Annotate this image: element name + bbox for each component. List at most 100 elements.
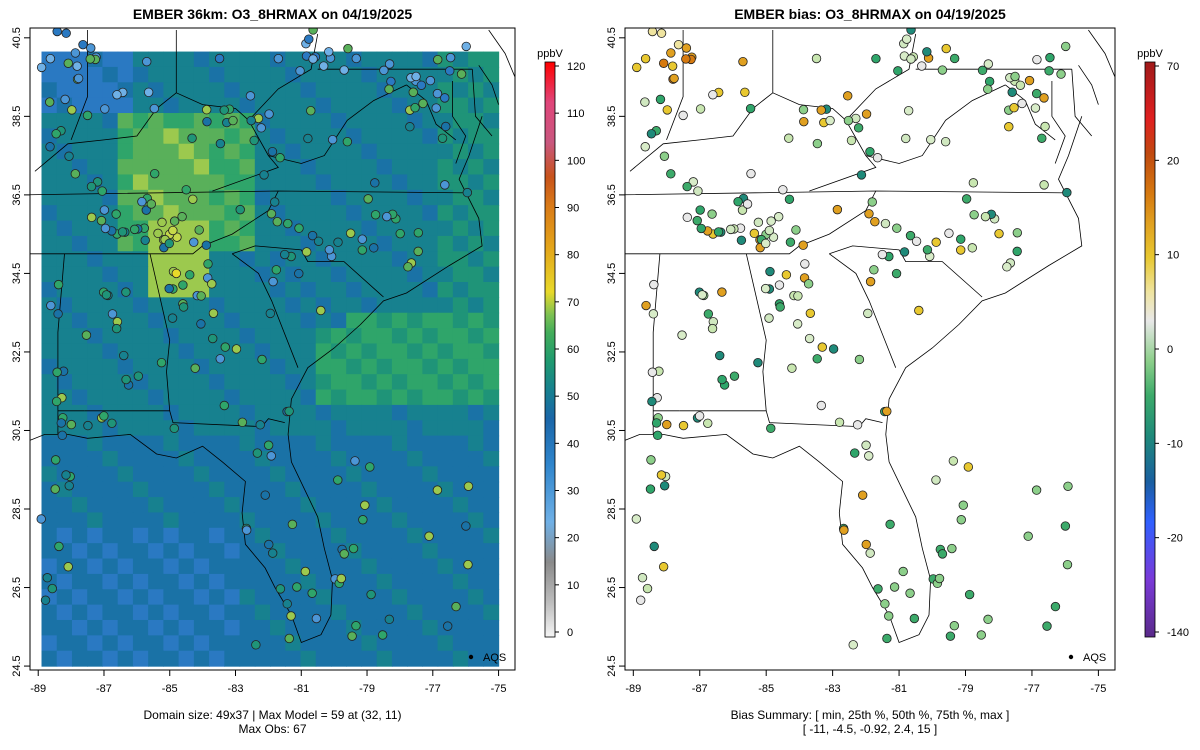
observation-marker: [432, 88, 443, 99]
bias-marker: [775, 302, 785, 312]
left-y-axis: 24.5 26.5 28.5 30.5 32.5 34.5 36.5 38.5 40.5: [11, 27, 30, 677]
observation-marker: [265, 308, 276, 319]
bias-marker: [905, 230, 916, 241]
bias-marker: [947, 543, 957, 554]
colorbar-tick-label: 0: [1167, 344, 1173, 356]
bias-marker: [891, 268, 902, 279]
bias-marker: [1010, 71, 1020, 82]
y-tick-label: 32.5: [606, 341, 618, 362]
bias-marker: [882, 406, 892, 416]
observation-marker: [246, 115, 256, 126]
bias-marker: [805, 308, 816, 318]
bias-marker: [1015, 80, 1026, 90]
bias-marker: [1060, 521, 1071, 531]
colorbar-tick-label: -20: [1167, 533, 1183, 545]
observation-marker: [50, 455, 61, 465]
observation-marker: [85, 54, 95, 64]
observation-marker: [263, 440, 274, 450]
y-tick-label: 30.5: [11, 420, 23, 441]
observation-marker: [275, 584, 286, 594]
bias-marker: [1062, 559, 1073, 570]
bias-marker: [1044, 66, 1054, 76]
bias-marker: [717, 287, 727, 297]
observation-marker: [425, 75, 436, 86]
observation-marker: [416, 80, 427, 90]
bias-marker: [646, 129, 657, 139]
bias-marker: [632, 62, 642, 73]
observation-marker: [273, 53, 284, 64]
y-tick-label: 36.5: [606, 184, 618, 205]
right-colorbar: ppbV -140 -20 -10 0 10 20 70: [1137, 48, 1189, 639]
bias-marker: [906, 54, 916, 64]
bias-marker: [948, 456, 959, 466]
observation-marker: [463, 481, 474, 491]
bias-marker: [1039, 93, 1049, 103]
observation-marker: [245, 91, 256, 101]
bias-marker: [647, 367, 658, 377]
right-y-axis: 24.5 26.5 28.5 30.5 32.5 34.5 36.5 38.5 40.5: [606, 27, 625, 677]
bias-marker: [1056, 69, 1066, 79]
right-panel-title: EMBER bias: O3_8HRMAX on 04/19/2025: [734, 6, 1006, 22]
observation-marker: [268, 276, 278, 287]
observation-marker: [463, 559, 473, 570]
bias-marker: [715, 350, 725, 361]
observation-marker: [99, 411, 109, 421]
observation-marker: [292, 582, 302, 592]
observation-marker: [121, 287, 131, 297]
bias-marker: [787, 363, 797, 373]
bias-marker: [682, 181, 692, 192]
bias-marker: [682, 212, 693, 223]
right-map-panel: -89 -87 -85 -83 -81 -79 -77 -75 24.5 26.5 28.5 30.…: [606, 27, 1116, 695]
bias-marker: [781, 270, 792, 280]
bias-marker: [749, 228, 760, 239]
x-tick-label: -75: [491, 683, 507, 695]
y-tick-label: 26.5: [606, 577, 618, 598]
observation-marker: [219, 400, 230, 411]
observation-marker: [347, 631, 357, 641]
bias-marker: [889, 582, 900, 592]
bias-marker: [1023, 531, 1033, 541]
observation-marker: [72, 61, 82, 71]
observation-marker: [336, 573, 347, 584]
bias-marker: [631, 514, 642, 524]
observation-marker: [241, 525, 252, 535]
bias-marker: [958, 500, 969, 510]
observation-marker: [327, 134, 338, 145]
bias-marker: [857, 490, 868, 500]
bias-marker: [678, 110, 688, 121]
aqs-legend-dot-left: [468, 654, 474, 660]
observation-marker: [50, 484, 60, 494]
observation-marker: [168, 225, 178, 236]
observation-marker: [440, 180, 450, 190]
bias-marker: [872, 153, 883, 163]
observation-marker: [107, 418, 117, 428]
bias-marker: [678, 420, 689, 431]
bias-marker: [1061, 41, 1071, 52]
bias-marker: [1050, 601, 1061, 612]
colorbar-tick-label: 50: [567, 391, 579, 403]
observation-marker: [97, 186, 107, 196]
observation-marker: [313, 236, 324, 246]
bias-marker: [968, 178, 979, 188]
observation-marker: [119, 350, 129, 361]
bias-marker: [642, 583, 653, 594]
y-tick-label: 28.5: [11, 498, 23, 519]
bias-marker: [956, 234, 966, 244]
observation-marker: [433, 54, 443, 65]
observation-marker: [311, 613, 322, 624]
observation-marker: [303, 133, 313, 144]
bias-marker: [926, 134, 936, 145]
bias-marker: [865, 146, 875, 157]
bias-marker: [882, 633, 892, 644]
observation-marker: [272, 217, 282, 227]
bias-marker: [816, 105, 826, 115]
observation-marker: [333, 237, 343, 247]
bias-marker: [746, 168, 756, 179]
colorbar-tick-label: 0: [567, 627, 573, 639]
bias-marker: [1024, 75, 1035, 86]
left-colorbar: ppbV 0 10 20 30 40 50 60 70 80 90 100 110 120: [537, 48, 585, 639]
observation-marker: [140, 235, 150, 245]
observation-marker: [169, 423, 179, 434]
bias-marker: [961, 194, 972, 204]
colorbar-tick-label: 80: [567, 250, 579, 262]
